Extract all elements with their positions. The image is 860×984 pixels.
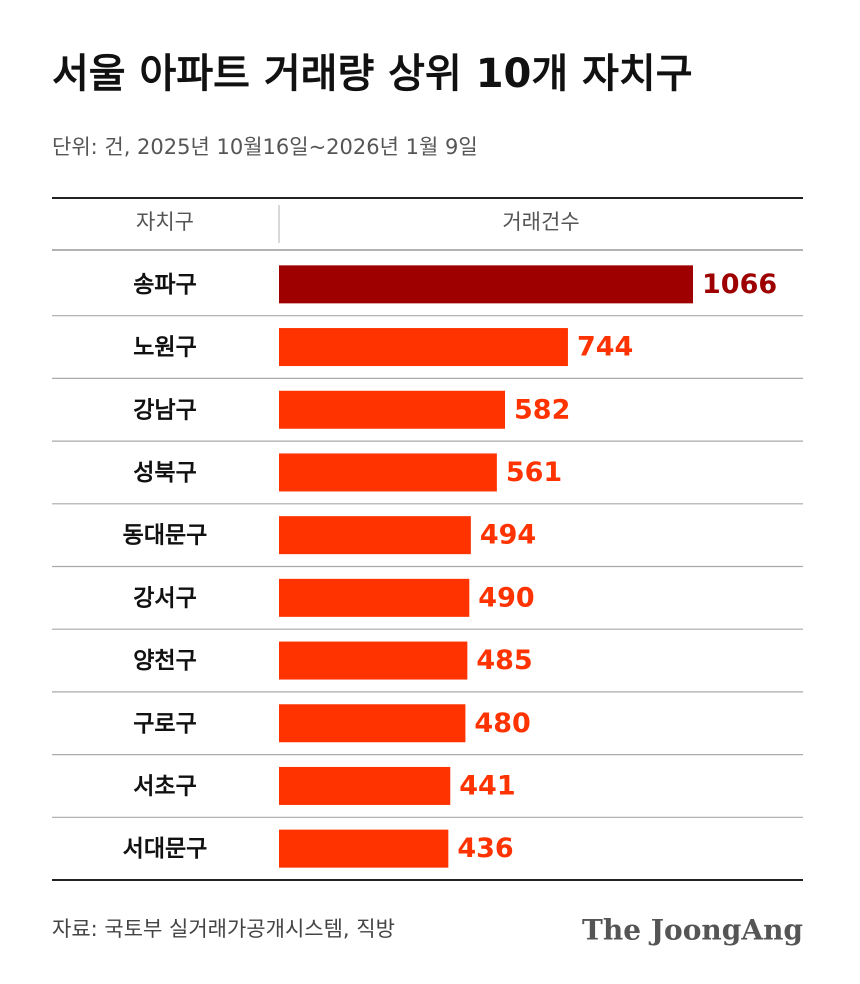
value-label: 480 <box>474 708 530 739</box>
value-label: 744 <box>577 332 633 363</box>
value-label: 441 <box>459 770 515 801</box>
bar <box>279 829 449 868</box>
source-note: 자료: 국토부 실거래가공개시스템, 직방 <box>52 917 395 941</box>
value-label: 561 <box>506 457 562 488</box>
category-label: 강서구 <box>133 585 196 611</box>
value-label: 494 <box>480 520 536 551</box>
value-label: 1066 <box>702 269 777 300</box>
column-header: 자치구 <box>136 210 194 234</box>
chart-subtitle: 단위: 건, 2025년 10월16일~2026년 1월 9일 <box>52 135 478 159</box>
category-label: 서대문구 <box>123 836 208 862</box>
bar <box>279 641 468 680</box>
column-header: 거래건수 <box>502 210 579 234</box>
category-label: 송파구 <box>133 272 196 298</box>
category-label: 강남구 <box>133 397 196 423</box>
bar <box>279 453 497 492</box>
value-label: 582 <box>514 394 570 425</box>
bar <box>279 704 466 743</box>
bar <box>279 265 693 304</box>
bar <box>279 578 470 617</box>
value-label: 490 <box>478 582 534 613</box>
bar <box>279 516 471 555</box>
category-label: 서초구 <box>133 773 196 799</box>
brand-logo: The JoongAng <box>582 914 803 947</box>
bar <box>279 766 451 805</box>
category-label: 동대문구 <box>123 523 208 549</box>
category-label: 성북구 <box>133 460 196 486</box>
bar <box>279 328 568 367</box>
category-label: 구로구 <box>133 711 196 737</box>
category-label: 양천구 <box>133 648 196 674</box>
bar <box>279 390 506 429</box>
value-label: 436 <box>457 833 513 864</box>
value-label: 485 <box>476 645 532 676</box>
category-label: 노원구 <box>133 335 196 361</box>
chart-title: 서울 아파트 거래량 상위 10개 자치구 <box>52 51 693 97</box>
